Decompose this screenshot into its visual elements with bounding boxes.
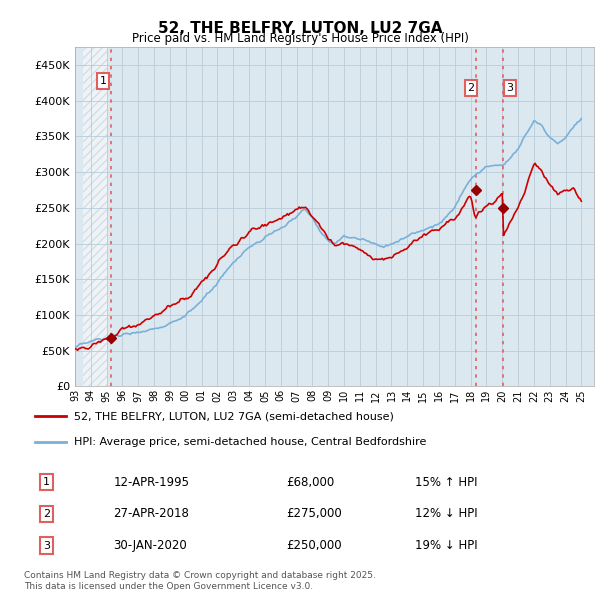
Text: 15% ↑ HPI: 15% ↑ HPI	[415, 476, 477, 489]
Text: 3: 3	[506, 83, 514, 93]
Text: 12% ↓ HPI: 12% ↓ HPI	[415, 507, 477, 520]
Text: 30-JAN-2020: 30-JAN-2020	[113, 539, 187, 552]
Text: 27-APR-2018: 27-APR-2018	[113, 507, 189, 520]
Text: Price paid vs. HM Land Registry's House Price Index (HPI): Price paid vs. HM Land Registry's House …	[131, 32, 469, 45]
Text: Contains HM Land Registry data © Crown copyright and database right 2025.
This d: Contains HM Land Registry data © Crown c…	[24, 571, 376, 590]
Text: 1: 1	[43, 477, 50, 487]
Text: 1: 1	[100, 76, 107, 86]
Text: 19% ↓ HPI: 19% ↓ HPI	[415, 539, 477, 552]
Text: 2: 2	[43, 509, 50, 519]
Text: 52, THE BELFRY, LUTON, LU2 7GA (semi-detached house): 52, THE BELFRY, LUTON, LU2 7GA (semi-det…	[74, 411, 394, 421]
Text: £250,000: £250,000	[286, 539, 342, 552]
Text: 52, THE BELFRY, LUTON, LU2 7GA: 52, THE BELFRY, LUTON, LU2 7GA	[158, 21, 442, 35]
Text: 12-APR-1995: 12-APR-1995	[113, 476, 189, 489]
Text: 2: 2	[467, 83, 475, 93]
Text: £275,000: £275,000	[286, 507, 342, 520]
Text: 3: 3	[43, 540, 50, 550]
Text: HPI: Average price, semi-detached house, Central Bedfordshire: HPI: Average price, semi-detached house,…	[74, 437, 427, 447]
Text: £68,000: £68,000	[286, 476, 335, 489]
